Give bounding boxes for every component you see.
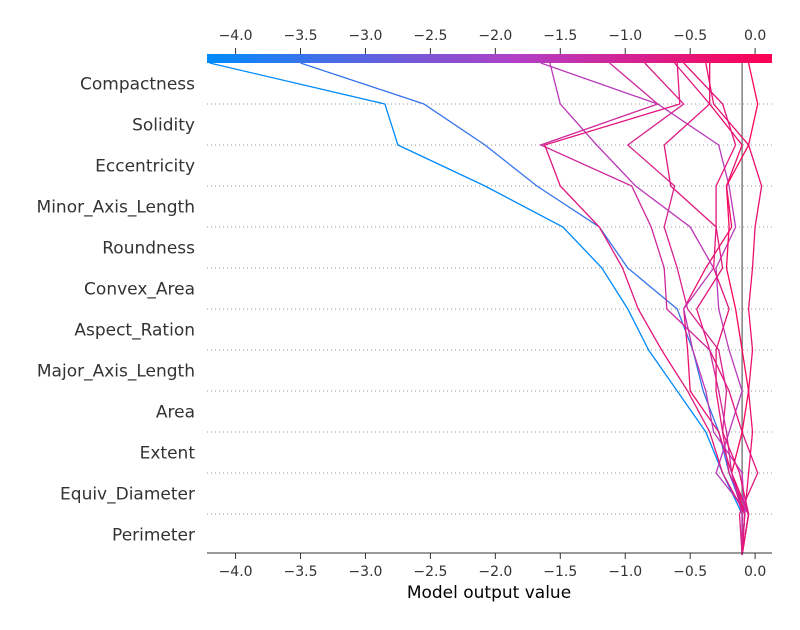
top-tick-label: −1.0 (608, 28, 642, 44)
colorbar (207, 54, 772, 63)
feature-label: Convex_Area (84, 280, 195, 300)
decision-line (683, 62, 750, 556)
x-axis-title: Model output value (407, 583, 571, 603)
bottom-axis-ticks: −4.0 −3.5 −3.0 −2.5 −2.0 −1.5 −1.0 −0.5 0.0 (219, 553, 766, 580)
bottom-tick-label: −1.5 (543, 564, 577, 580)
top-tick-label: 0.0 (744, 28, 766, 44)
top-tick-label: −4.0 (219, 28, 253, 44)
bottom-tick-label: −3.5 (284, 564, 318, 580)
bottom-tick-label: −4.0 (219, 564, 253, 580)
decision-line (543, 62, 746, 556)
decision-line (663, 62, 759, 556)
decision-line (683, 63, 750, 556)
feature-label: Compactness (80, 75, 195, 95)
top-tick-label: −3.0 (348, 28, 382, 44)
feature-label: Solidity (132, 116, 195, 136)
decision-lines (209, 62, 763, 556)
decision-line (626, 62, 750, 556)
feature-label: Aspect_Ration (74, 321, 195, 341)
decision-line (540, 62, 750, 556)
bottom-tick-label: −0.5 (673, 564, 707, 580)
bottom-tick-label: 0.0 (744, 564, 766, 580)
top-tick-label: −0.5 (673, 28, 707, 44)
bottom-tick-label: −2.0 (478, 564, 512, 580)
feature-label: Roundness (102, 239, 195, 259)
bottom-tick-label: −1.0 (608, 564, 642, 580)
top-axis-ticks: −4.0 −3.5 −3.0 −2.5 −2.0 −1.5 −1.0 −0.5 0.0 (219, 28, 766, 54)
feature-label: Perimeter (112, 526, 195, 546)
decision-line (539, 62, 743, 555)
decision-line (549, 62, 746, 556)
feature-labels: Compactness Solidity Eccentricity Minor_Axi… (37, 75, 196, 546)
feature-label: Equiv_Diameter (60, 485, 195, 505)
bottom-tick-label: −2.5 (413, 564, 447, 580)
top-tick-label: −2.5 (413, 28, 447, 44)
feature-label: Extent (140, 444, 196, 464)
top-tick-label: −3.5 (284, 28, 318, 44)
feature-label: Minor_Axis_Length (37, 198, 195, 218)
feature-label: Eccentricity (95, 157, 195, 177)
top-tick-label: −1.5 (543, 28, 577, 44)
feature-label: Major_Axis_Length (37, 362, 195, 382)
top-tick-label: −2.0 (478, 28, 512, 44)
bottom-tick-label: −3.0 (348, 564, 382, 580)
feature-label: Area (156, 403, 195, 423)
